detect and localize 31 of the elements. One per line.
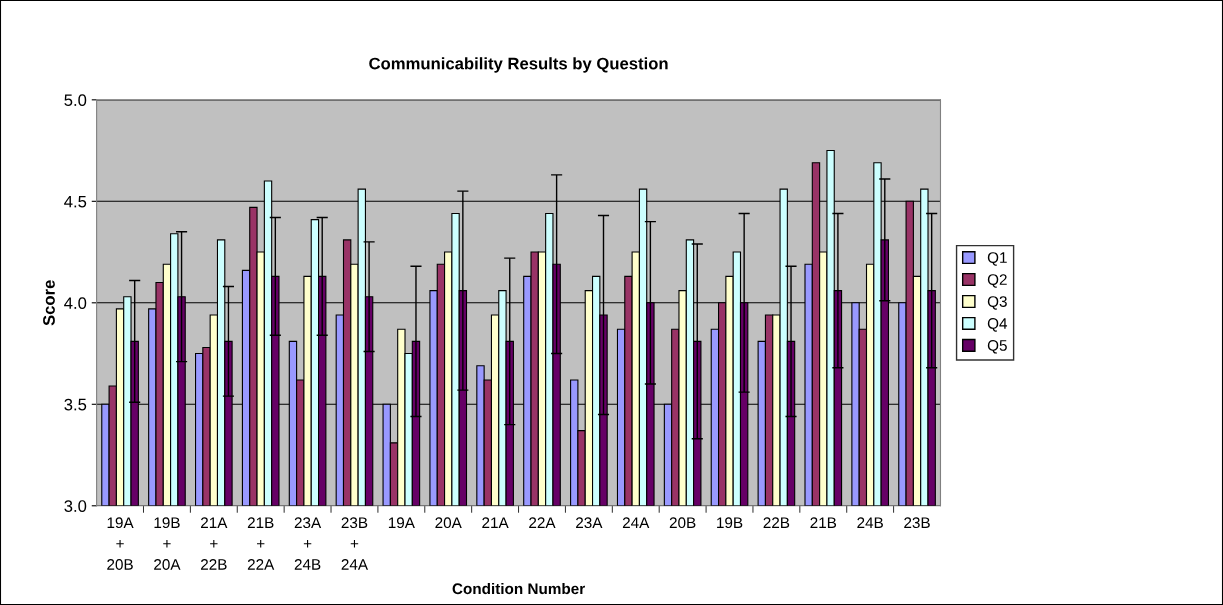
- y-tick-label: 5.0: [64, 94, 87, 107]
- legend-label: Q5: [987, 340, 1007, 354]
- y-tick-label: 4.5: [64, 195, 87, 208]
- x-tick-label: 19B: [717, 517, 743, 529]
- x-tick-label: 24B: [857, 517, 883, 528]
- x-tick-label: 22A: [529, 517, 556, 528]
- x-tick-label: 19B + 20A: [154, 517, 181, 570]
- x-tick-label: 20B: [669, 517, 696, 529]
- y-tick-label: 4.0: [64, 297, 87, 310]
- x-tick-label: 23A + 24B: [294, 517, 322, 570]
- x-tick-label: 23A: [576, 517, 603, 529]
- x-tick-label: 21A + 22B: [201, 517, 228, 570]
- y-tick-label: 3.5: [64, 398, 87, 411]
- x-tick-label: 24A: [622, 517, 650, 528]
- chart-title: Communicability Results by Question: [369, 57, 668, 73]
- x-tick-label: 21A: [482, 517, 509, 528]
- y-axis-title: Score: [43, 280, 55, 326]
- legend-label: Q1: [987, 252, 1007, 266]
- x-tick-label: 21B: [810, 517, 837, 528]
- x-tick-label: 22B: [763, 517, 790, 528]
- x-tick-label: 23B: [904, 517, 930, 529]
- x-tick-label: 19A: [388, 517, 415, 529]
- legend-label: Q3: [987, 296, 1007, 310]
- y-tick-label: 3.0: [64, 500, 87, 512]
- legend-label: Q4: [987, 318, 1008, 332]
- x-tick-label: 23B + 24A: [341, 517, 369, 570]
- x-axis-title: Condition Number: [452, 582, 585, 595]
- legend-label: Q2: [987, 274, 1007, 288]
- x-tick-label: 20A: [435, 517, 462, 529]
- x-tick-label: 21B + 22A: [247, 517, 275, 570]
- x-tick-label: 19A + 20B: [107, 517, 134, 570]
